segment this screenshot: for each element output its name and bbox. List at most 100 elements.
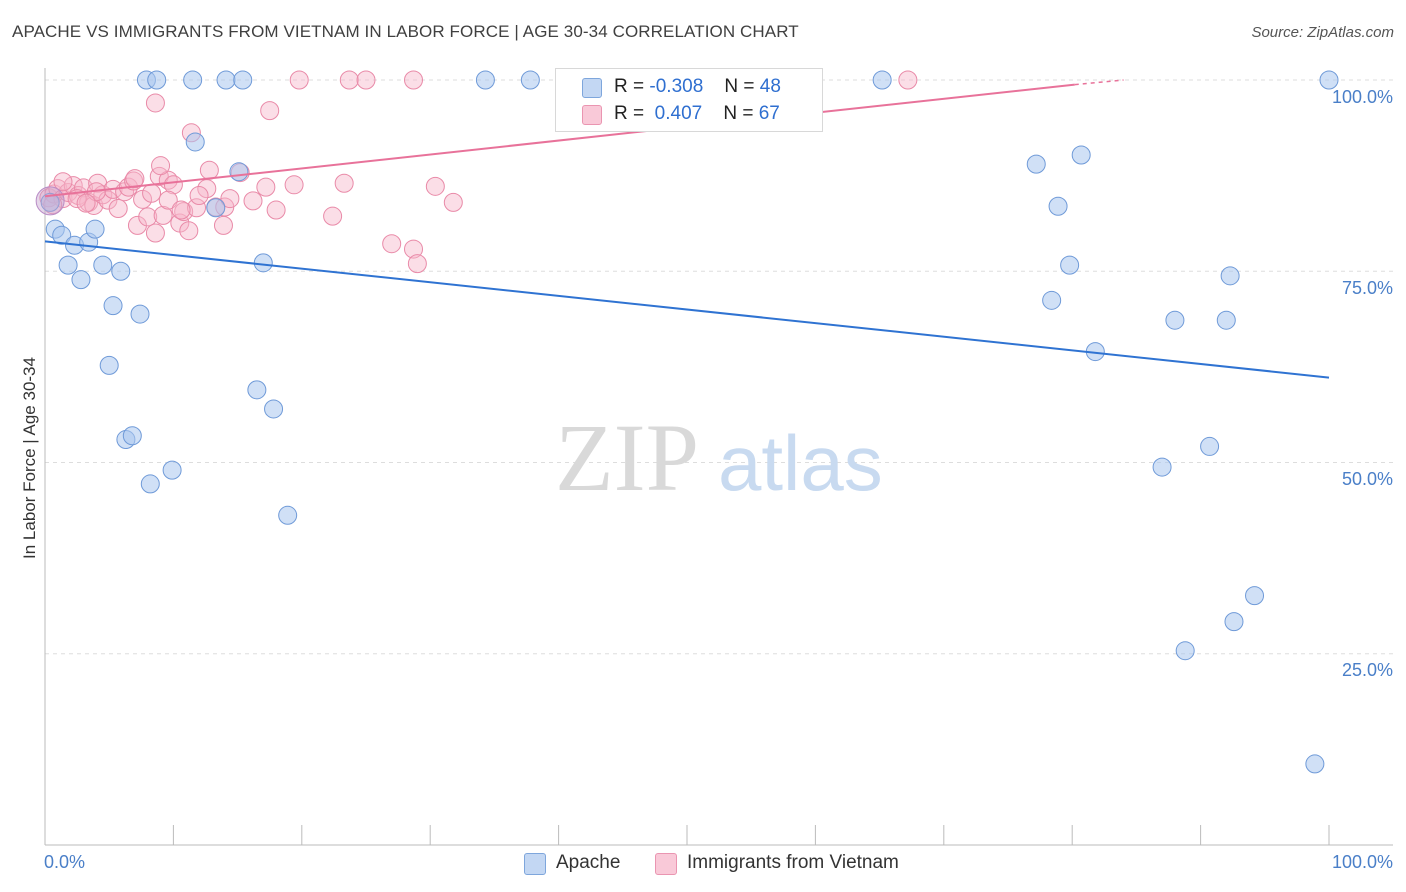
data-point-vietnam: [323, 206, 343, 226]
data-point-apache: [1216, 310, 1236, 330]
data-point-apache: [111, 261, 131, 281]
data-point-vietnam: [76, 193, 96, 213]
data-point-vietnam: [339, 70, 359, 90]
data-point-apache: [99, 355, 119, 375]
data-point-vietnam: [407, 254, 427, 274]
chart-title: APACHE VS IMMIGRANTS FROM VIETNAM IN LAB…: [12, 22, 799, 41]
legend-label: Apache: [556, 852, 621, 873]
data-point-apache: [1175, 641, 1195, 661]
data-point-vietnam: [163, 175, 183, 195]
legend-r-value: 0.407: [654, 103, 703, 124]
data-point-vietnam: [425, 176, 445, 196]
data-point-vietnam: [256, 177, 276, 197]
data-point-apache: [475, 70, 495, 90]
data-point-apache: [216, 70, 236, 90]
watermark-zip: ZIP: [555, 404, 699, 511]
data-point-vietnam: [108, 199, 128, 219]
data-point-apache: [253, 253, 273, 273]
data-point-vietnam: [266, 200, 286, 220]
legend-n-label: N =: [724, 76, 755, 97]
data-point-vietnam: [179, 221, 199, 241]
series-apache: [35, 70, 1339, 774]
legend-label: Immigrants from Vietnam: [687, 852, 899, 873]
data-point-vietnam: [151, 156, 171, 176]
data-point-apache: [130, 304, 150, 324]
data-point-apache: [122, 426, 142, 446]
trend-line-vietnam-extension: [1074, 79, 1124, 86]
data-point-apache: [147, 70, 167, 90]
data-point-vietnam: [213, 215, 233, 235]
data-point-vietnam: [171, 200, 191, 220]
data-point-apache: [103, 296, 123, 316]
data-point-apache: [58, 255, 78, 275]
data-point-vietnam: [187, 198, 207, 218]
legend-swatch-blue: [524, 853, 546, 875]
data-point-apache: [1165, 310, 1185, 330]
data-point-vietnam: [153, 205, 173, 225]
legend-r-label: R =: [614, 76, 645, 97]
y-tick-label: 25.0%: [1341, 660, 1393, 680]
data-point-cluster: [35, 186, 65, 216]
data-point-apache: [1305, 754, 1325, 774]
watermark-atlas: atlas: [718, 419, 883, 507]
data-point-apache: [247, 380, 267, 400]
data-point-apache: [520, 70, 540, 90]
data-point-apache: [52, 225, 72, 245]
data-point-apache: [233, 70, 253, 90]
series-immigrants-from-vietnam: [39, 70, 918, 274]
data-point-vietnam: [260, 101, 280, 121]
trend-line-vietnam: [44, 83, 1075, 198]
data-point-apache: [206, 198, 226, 218]
data-point-vietnam: [284, 175, 304, 195]
data-point-vietnam: [443, 192, 463, 212]
y-tick-label: 50.0%: [1341, 469, 1393, 489]
data-point-vietnam: [53, 172, 73, 192]
data-point-vietnam: [356, 70, 376, 90]
legend-n-label: N =: [723, 103, 754, 124]
y-tick-label: 100.0%: [1331, 87, 1393, 107]
correlation-legend: R = -0.308 N = 48 R = 0.407 N = 67: [555, 68, 823, 132]
trend-lines: [44, 79, 1330, 379]
data-point-vietnam: [145, 223, 165, 243]
data-point-apache: [185, 132, 205, 152]
legend-swatch-pink: [582, 105, 602, 125]
data-point-vietnam: [145, 93, 165, 113]
data-point-apache: [1060, 255, 1080, 275]
data-point-apache: [278, 505, 298, 525]
trend-line-apache: [44, 240, 1330, 379]
x-tick-label: 100.0%: [1331, 852, 1393, 872]
data-point-apache: [183, 70, 203, 90]
data-point-apache: [1026, 154, 1046, 174]
data-point-apache: [140, 474, 160, 494]
data-point-vietnam: [189, 186, 209, 206]
data-point-apache: [1245, 586, 1265, 606]
data-point-vietnam: [142, 183, 162, 203]
data-point-apache: [872, 70, 892, 90]
data-point-apache: [1224, 612, 1244, 632]
data-point-apache: [1152, 457, 1172, 477]
data-point-vietnam: [158, 190, 178, 210]
data-point-vietnam: [898, 70, 918, 90]
data-point-apache: [162, 460, 182, 480]
legend-r-label: R =: [614, 103, 645, 124]
legend-n-value: 67: [758, 103, 780, 124]
data-point-apache: [229, 162, 249, 182]
data-point-apache: [1042, 290, 1062, 310]
y-tick-label: 75.0%: [1341, 278, 1393, 298]
source-credit: Source: ZipAtlas.com: [1251, 24, 1394, 41]
data-point-vietnam: [289, 70, 309, 90]
data-point-apache: [264, 399, 284, 419]
legend-n-value: 48: [759, 76, 781, 97]
data-point-apache: [1319, 70, 1339, 90]
data-point-vietnam: [404, 70, 424, 90]
data-point-vietnam: [382, 234, 402, 254]
data-point-apache: [93, 255, 113, 275]
data-point-apache: [1071, 145, 1091, 165]
x-tick-label: 0.0%: [44, 852, 86, 872]
data-point-apache: [1048, 196, 1068, 216]
data-point-apache: [1220, 266, 1240, 286]
grid-lines: [45, 79, 1393, 655]
legend-swatch-pink: [655, 853, 677, 875]
data-point-vietnam: [125, 169, 145, 189]
